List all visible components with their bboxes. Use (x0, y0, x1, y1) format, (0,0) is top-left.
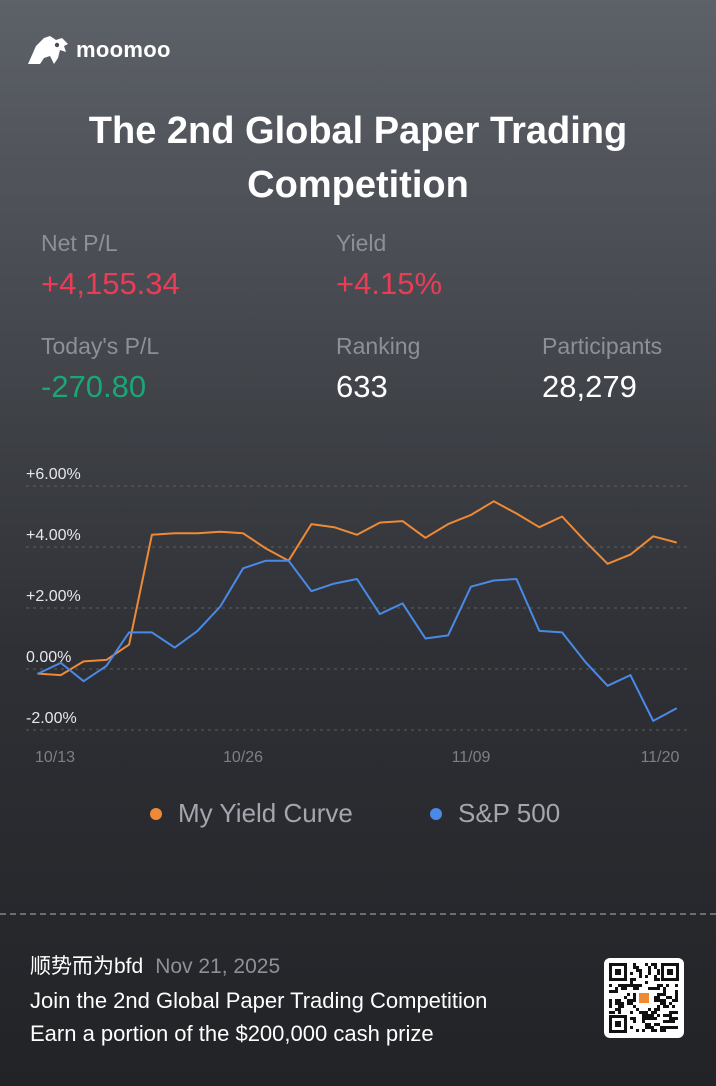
dashed-divider (0, 913, 716, 915)
y-tick-label: +2.00% (26, 588, 81, 605)
legend-dot-my-yield (150, 807, 162, 820)
x-tick-label: 11/20 (641, 749, 680, 766)
footer-invite-text: Join the 2nd Global Paper Trading Compet… (30, 988, 488, 1013)
qr-code-icon (604, 958, 684, 1038)
todays-pl-label: Today's P/L (41, 333, 160, 359)
legend-label-my-yield: My Yield Curve (178, 798, 353, 828)
footer-username: 顺势而为bfd (30, 955, 144, 978)
chart-legend: My Yield Curve S&P 500 (0, 798, 716, 832)
yield-chart: +6.00% +4.00% +2.00% 0.00% -2.00% 10/13 10/26 1… (26, 466, 690, 766)
net-pl-label: Net P/L (41, 230, 118, 256)
ranking-label: Ranking (336, 333, 421, 359)
series-line-my-yield (37, 500, 677, 677)
participants-value: 28,279 (542, 369, 637, 404)
page-title: The 2nd Global Paper Trading Competition (88, 110, 628, 206)
footer-date: Nov 21, 2025 (155, 955, 281, 978)
net-pl-value: +4,155.34 (41, 266, 180, 301)
y-tick-label: -2.00% (26, 710, 77, 727)
todays-pl-value: -270.80 (41, 369, 147, 404)
y-tick-label: 0.00% (26, 649, 71, 666)
participants-stat: Participants 28,279 (542, 332, 662, 406)
bull-logo-icon (28, 36, 68, 64)
legend-item-sp500: S&P 500 (430, 798, 560, 829)
ranking-value: 633 (336, 369, 388, 404)
y-tick-label: +4.00% (26, 527, 81, 544)
net-pl-stat: Net P/L +4,155.34 (41, 229, 180, 303)
x-tick-label: 10/26 (223, 749, 263, 766)
x-tick-label: 11/09 (452, 749, 491, 766)
y-tick-label: +6.00% (26, 466, 81, 483)
yield-label: Yield (336, 230, 387, 256)
ranking-stat: Ranking 633 (336, 332, 420, 406)
x-tick-label: 10/13 (35, 749, 75, 766)
yield-value: +4.15% (336, 266, 443, 301)
brand-name: moomoo (76, 37, 171, 62)
legend-dot-sp500 (430, 807, 442, 820)
series-line-sp500 (37, 559, 677, 722)
footer-prize-text: Earn a portion of the $200,000 cash priz… (30, 1021, 434, 1046)
footer-user-line: 顺势而为bfd Nov 21, 2025 (30, 954, 280, 980)
legend-label-sp500: S&P 500 (458, 798, 561, 828)
todays-pl-stat: Today's P/L -270.80 (41, 332, 159, 406)
participants-label: Participants (542, 333, 663, 359)
brand: moomoo (26, 34, 171, 66)
legend-item-my-yield: My Yield Curve (150, 798, 353, 829)
yield-stat: Yield +4.15% (336, 229, 442, 303)
